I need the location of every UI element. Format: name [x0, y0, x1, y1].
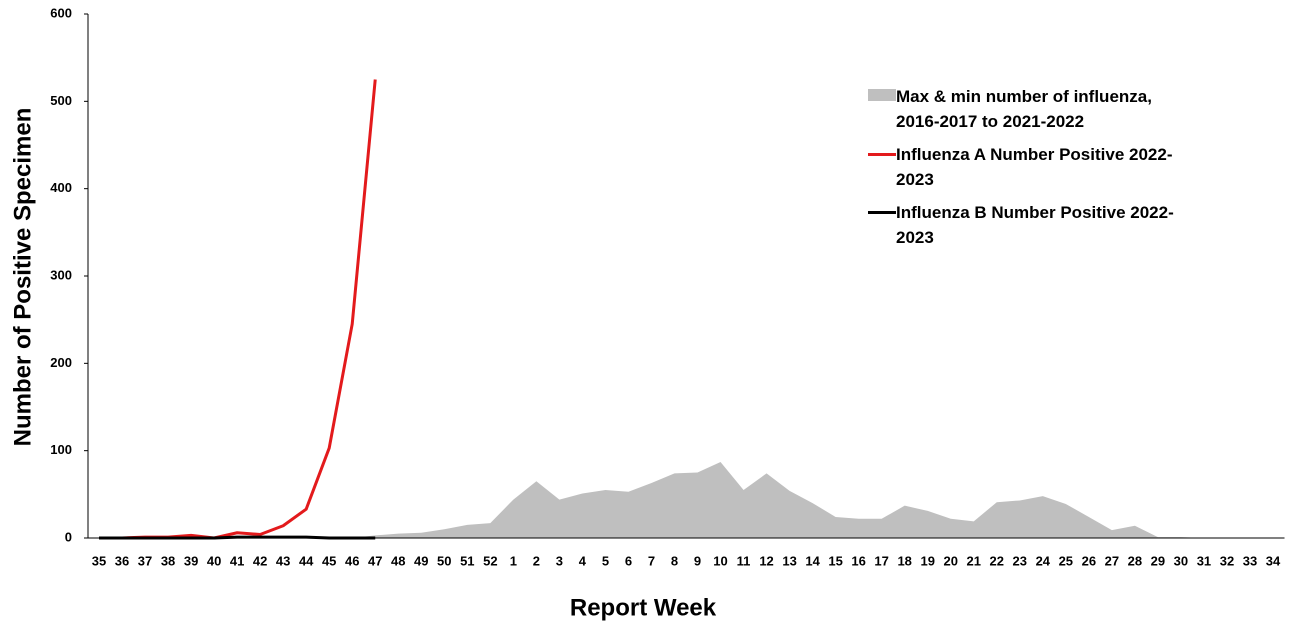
x-tick-label: 23 [1013, 553, 1027, 568]
x-tick-label: 25 [1059, 553, 1073, 568]
x-tick-label: 28 [1128, 553, 1142, 568]
x-tick-label: 3 [556, 553, 563, 568]
x-tick-label: 33 [1243, 553, 1257, 568]
legend-label: Influenza B Number Positive 2022-2023 [896, 203, 1174, 247]
y-tick-label: 100 [50, 442, 72, 457]
x-tick-label: 27 [1105, 553, 1119, 568]
x-tick-label: 5 [602, 553, 609, 568]
x-tick-label: 10 [713, 553, 727, 568]
x-tick-label: 21 [967, 553, 981, 568]
y-tick-label: 400 [50, 180, 72, 195]
y-tick-label: 500 [50, 93, 72, 108]
x-tick-label: 7 [648, 553, 655, 568]
y-axis-title: Number of Positive Specimen [9, 108, 36, 447]
x-tick-label: 20 [943, 553, 957, 568]
area [99, 462, 1273, 538]
x-tick-label: 13 [782, 553, 796, 568]
x-tick-label: 52 [483, 553, 497, 568]
x-tick-label: 2 [533, 553, 540, 568]
legend-item: Max & min number of influenza, 2016-2017… [868, 84, 1198, 134]
x-tick-label: 43 [276, 553, 290, 568]
x-tick-label: 34 [1266, 553, 1281, 568]
x-tick-label: 15 [828, 553, 842, 568]
x-axis-title: Report Week [570, 594, 717, 621]
x-tick-label: 9 [694, 553, 701, 568]
x-tick-label: 18 [897, 553, 911, 568]
x-tick-label: 48 [391, 553, 405, 568]
x-tick-label: 24 [1036, 553, 1051, 568]
x-tick-label: 32 [1220, 553, 1234, 568]
x-tick-label: 11 [737, 553, 751, 568]
x-tick-label: 42 [253, 553, 267, 568]
y-tick-label: 200 [50, 355, 72, 370]
x-tick-label: 36 [115, 553, 129, 568]
x-tick-label: 26 [1082, 553, 1096, 568]
legend-swatch [868, 89, 896, 101]
x-tick-label: 47 [368, 553, 382, 568]
x-tick-label: 50 [437, 553, 451, 568]
x-tick-label: 45 [322, 553, 336, 568]
x-tick-label: 40 [207, 553, 221, 568]
x-tick-label: 12 [759, 553, 773, 568]
x-tick-label: 17 [874, 553, 888, 568]
y-tick-label: 0 [65, 529, 72, 544]
x-tick-label: 6 [625, 553, 632, 568]
x-tick-label: 31 [1197, 553, 1211, 568]
legend-label: Max & min number of influenza, 2016-2017… [896, 87, 1152, 131]
x-tick-label: 51 [460, 553, 474, 568]
x-tick-label: 38 [161, 553, 175, 568]
x-tick-label: 8 [671, 553, 678, 568]
x-tick-label: 46 [345, 553, 359, 568]
x-tick-label: 37 [138, 553, 152, 568]
x-tick-label: 44 [299, 553, 314, 568]
x-tick-label: 30 [1174, 553, 1188, 568]
y-tick-label: 600 [50, 5, 72, 20]
y-tick-label: 300 [50, 267, 72, 282]
legend-swatch [868, 153, 896, 156]
legend-item: Influenza B Number Positive 2022-2023 [868, 200, 1198, 250]
x-tick-label: 19 [920, 553, 934, 568]
x-tick-label: 29 [1151, 553, 1165, 568]
x-tick-label: 1 [510, 553, 517, 568]
legend: Max & min number of influenza, 2016-2017… [868, 84, 1198, 258]
x-tick-label: 49 [414, 553, 428, 568]
line [99, 79, 377, 540]
x-tick-label: 14 [805, 553, 820, 568]
x-tick-label: 35 [92, 553, 106, 568]
x-tick-label: 16 [851, 553, 865, 568]
x-tick-label: 4 [579, 553, 587, 568]
x-tick-label: 22 [990, 553, 1004, 568]
legend-swatch [868, 211, 896, 214]
legend-item: Influenza A Number Positive 2022-2023 [868, 142, 1198, 192]
x-tick-label: 39 [184, 553, 198, 568]
legend-label: Influenza A Number Positive 2022-2023 [896, 145, 1173, 189]
x-tick-label: 41 [230, 553, 244, 568]
